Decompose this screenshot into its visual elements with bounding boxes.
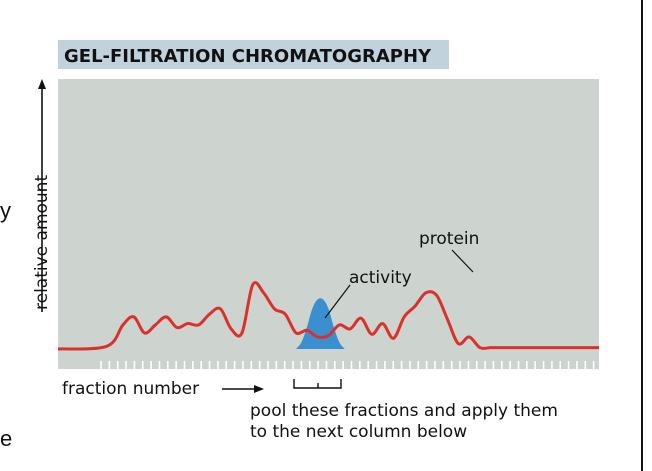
x-axis-label: fraction number xyxy=(62,379,199,399)
protein-leader-line xyxy=(451,249,474,273)
y-axis-label: relative amount xyxy=(32,175,52,310)
activity-label: activity xyxy=(349,268,412,288)
pool-annotation-line1: pool these fractions and apply them xyxy=(250,401,558,421)
protein-label: protein xyxy=(419,229,479,249)
edge-text-top: y xyxy=(0,198,11,223)
chart-annotations: protein activity fraction number pool th… xyxy=(62,229,558,442)
x-axis-arrowhead xyxy=(254,385,264,393)
x-axis-ticks xyxy=(100,361,595,369)
chart-title-background xyxy=(58,40,449,69)
edge-text-bottom: e xyxy=(0,426,13,451)
series-protein-line xyxy=(57,281,599,351)
series-layer xyxy=(57,281,599,351)
right-border xyxy=(641,0,643,471)
chart-title-group: GEL-FILTRATION CHROMATOGRAPHY xyxy=(58,40,449,69)
y-axis-arrowhead xyxy=(38,79,46,89)
series-activity-area xyxy=(296,298,345,349)
chart-title: GEL-FILTRATION CHROMATOGRAPHY xyxy=(64,46,432,67)
activity-leader-line xyxy=(324,284,351,319)
y-axis: relative amount xyxy=(32,79,52,312)
pool-annotation-line2: to the next column below xyxy=(250,422,467,442)
